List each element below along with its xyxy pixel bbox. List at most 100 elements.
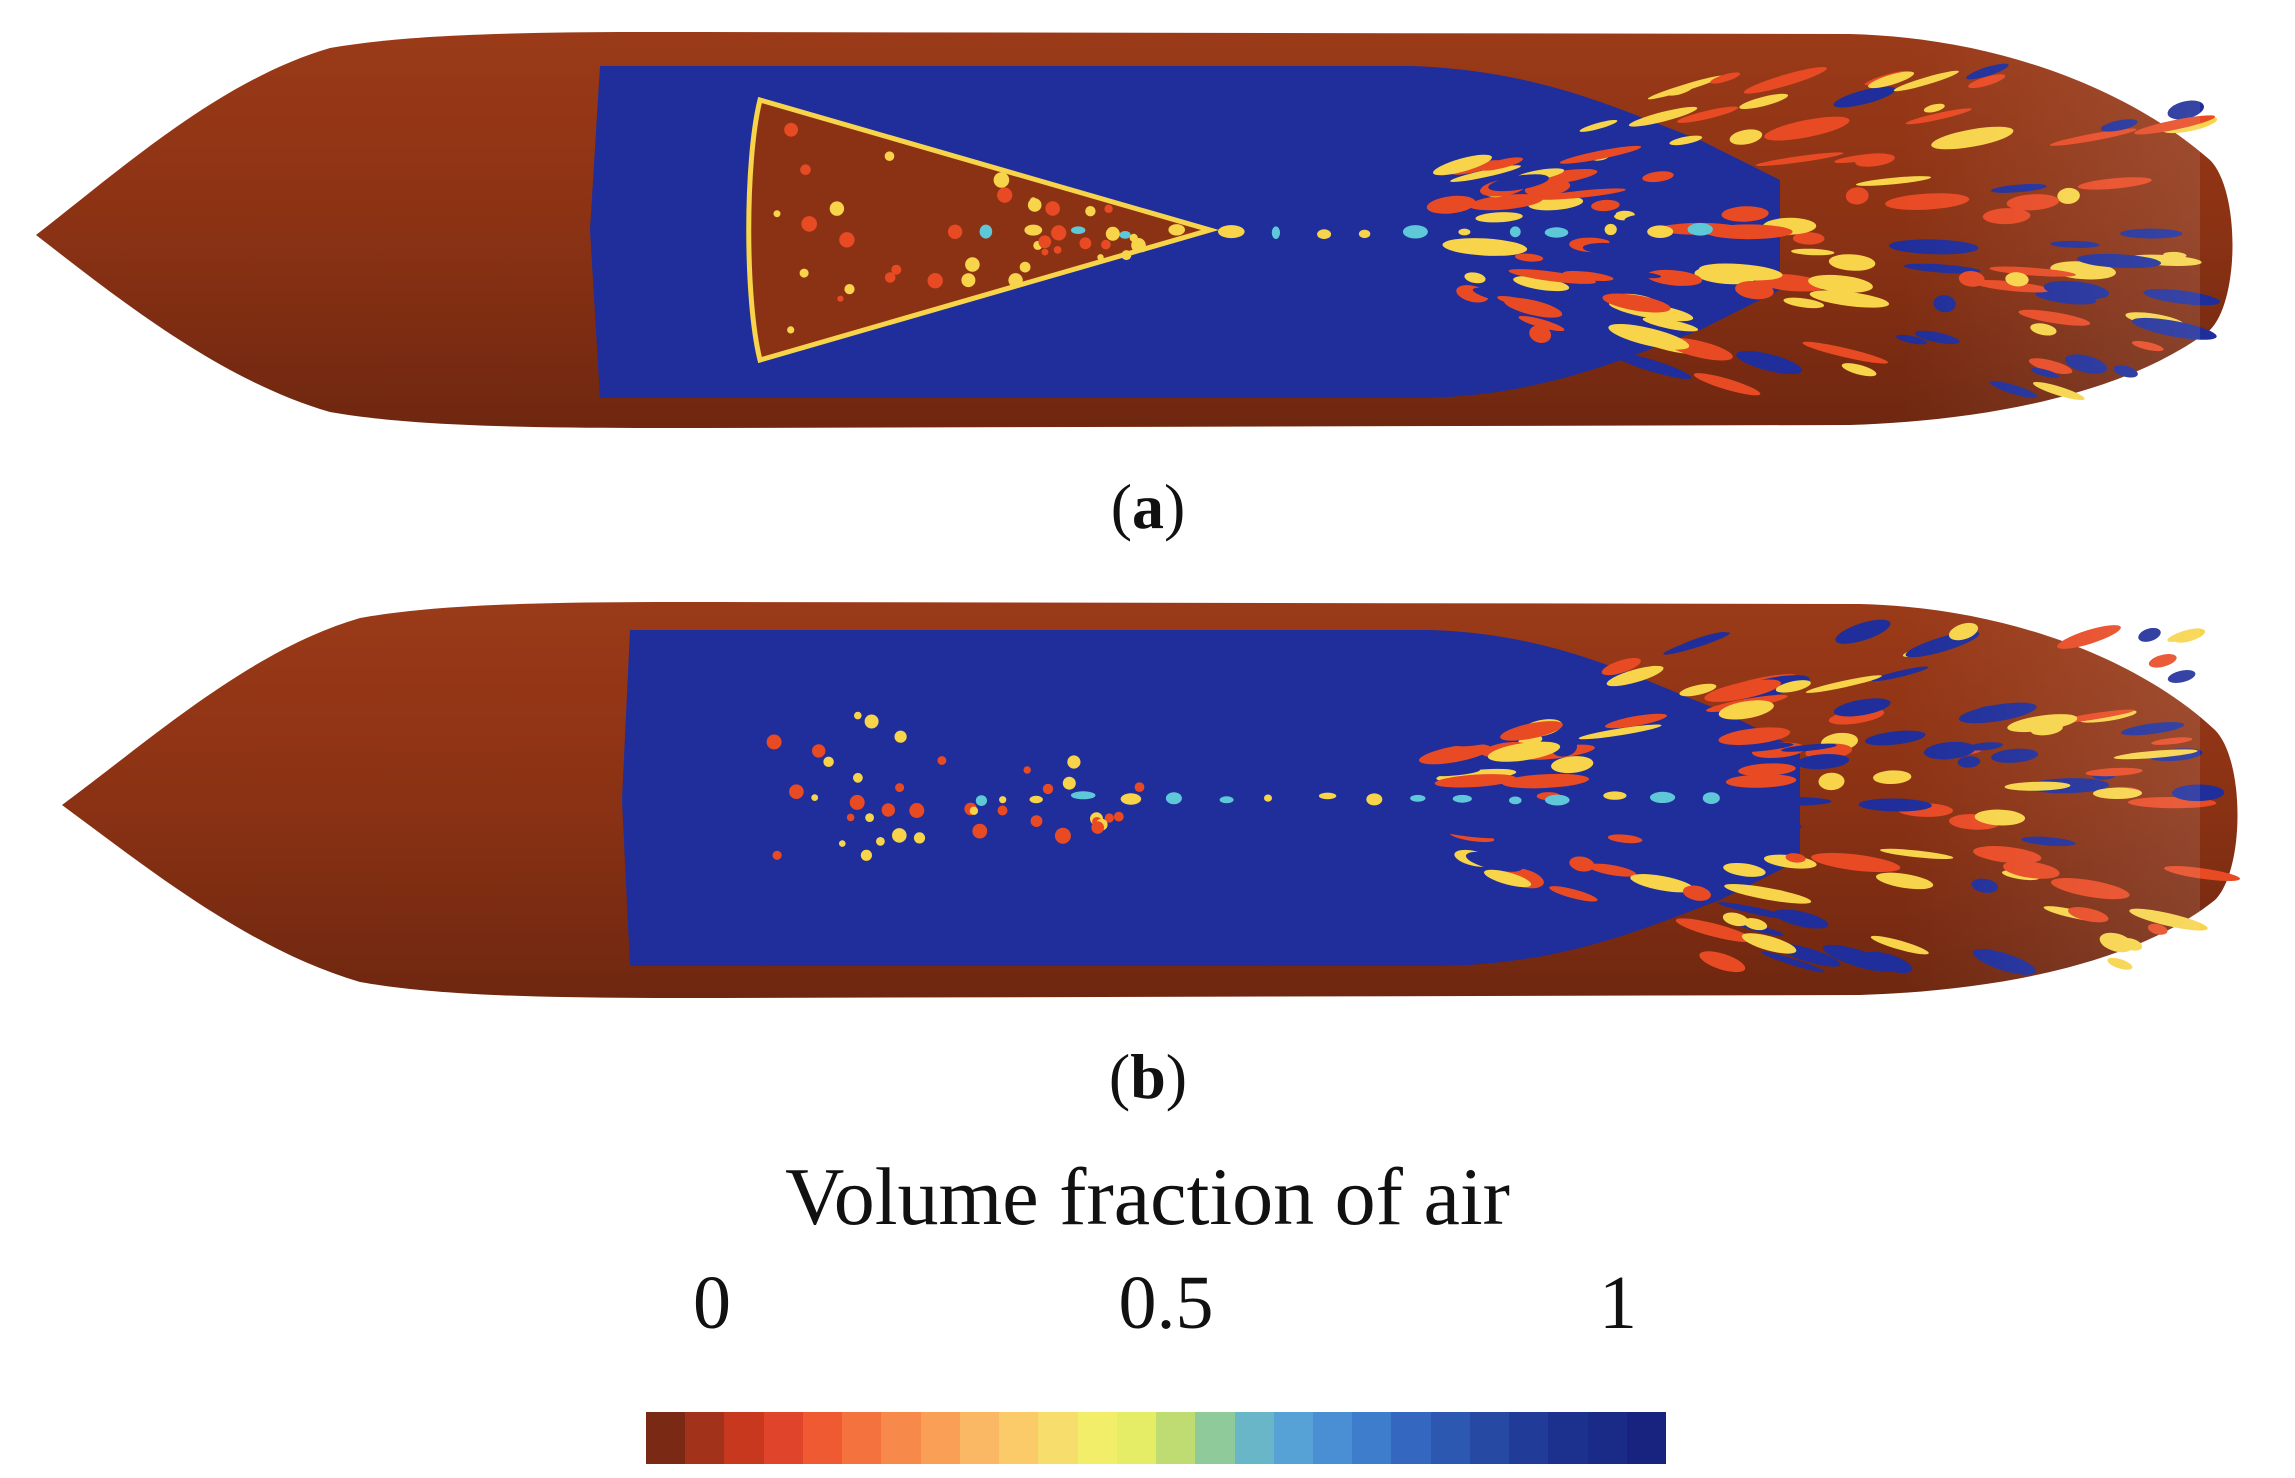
spray-streak — [1808, 274, 1873, 293]
cavity-spot — [894, 730, 907, 743]
cavity-spot — [999, 796, 1007, 804]
cavity-spot — [1097, 254, 1104, 261]
spray-streak — [1791, 248, 1835, 256]
cavity-spot — [965, 257, 980, 272]
cavity-spot — [784, 122, 798, 137]
spray-streak — [1624, 212, 1695, 226]
cavity-spot — [937, 756, 947, 765]
centerline-droplet — [1165, 792, 1182, 805]
spray-streak — [1475, 212, 1523, 223]
spray-streak — [1739, 93, 1789, 110]
spray-streak — [1761, 951, 1825, 973]
caption-b: (b) — [1108, 1041, 1188, 1112]
spray-streak — [1722, 912, 1749, 927]
centerline-droplet — [1452, 794, 1472, 803]
spray-streak — [1669, 135, 1703, 146]
colorbar-swatch — [920, 1412, 960, 1464]
spray-streak — [1537, 188, 1626, 200]
spray-streak — [1833, 698, 1891, 717]
spray-streak — [1464, 272, 1486, 284]
spray-streak — [1587, 863, 1637, 877]
colorbar-swatch — [1312, 1412, 1353, 1464]
spray-streak — [1508, 269, 1597, 284]
cavity-spot — [1121, 250, 1132, 261]
spray-streak — [1442, 238, 1528, 256]
centerline-droplet — [1544, 227, 1569, 238]
spray-streak — [1501, 773, 1590, 789]
colorbar-swatch — [842, 1412, 882, 1464]
spray-streak — [1483, 869, 1532, 888]
spray-streak — [1677, 631, 1727, 649]
spray-streak — [1841, 363, 1877, 377]
spray-streak — [1723, 862, 1766, 877]
cavity-spot — [1029, 197, 1037, 205]
spray-streak — [1479, 157, 1524, 171]
cavity-spot — [884, 151, 895, 161]
cavity-spot — [839, 232, 855, 248]
spray-streak — [1610, 784, 1690, 792]
centerline-droplet — [1024, 224, 1043, 236]
hull-panel-b — [62, 602, 2241, 998]
spray-streak — [1783, 297, 1825, 309]
spray-streak — [1606, 665, 1664, 687]
spray-streak — [1642, 317, 1699, 332]
spray-streak — [1775, 680, 1811, 693]
spray-streak — [1659, 284, 1708, 295]
spray-streak — [1667, 85, 1693, 96]
spray-streak — [1725, 774, 1797, 788]
spray-streak — [1845, 187, 1869, 205]
spray-streak — [1500, 823, 1549, 832]
spray-streak — [1559, 145, 1642, 164]
spray-streak — [1809, 290, 1890, 308]
cavity-spot — [997, 805, 1008, 816]
cavity-spot — [1041, 248, 1049, 256]
legend-title: Volume fraction of air — [785, 1151, 1510, 1242]
cavity-spot — [881, 803, 895, 817]
centerline-droplet — [1402, 225, 1428, 239]
cavity-spot — [1104, 204, 1113, 213]
centerline-droplet — [1650, 791, 1676, 804]
spray-streak — [1628, 106, 1698, 127]
caption-a: (a) — [1110, 471, 1186, 542]
centerline-droplet — [1366, 793, 1383, 806]
spray-streak — [1698, 263, 1783, 281]
spray-streak — [1802, 341, 1889, 364]
colorbar-swatch — [881, 1412, 921, 1464]
cavity-spot — [1091, 821, 1104, 834]
cavity-spot — [1062, 776, 1076, 790]
spray-streak — [1602, 293, 1671, 313]
cavity-spot — [1008, 273, 1023, 288]
spray-streak — [1551, 738, 1578, 757]
centerline-droplet — [1318, 792, 1337, 800]
spray-streak — [1607, 834, 1643, 844]
spray-streak — [1710, 72, 1741, 84]
cavity-spot — [1019, 261, 1031, 273]
spray-streak — [1675, 918, 1754, 943]
cavity-spot — [864, 714, 879, 729]
spray-streak — [1578, 724, 1662, 740]
spray-streak — [1736, 350, 1803, 375]
colorbar-swatch — [1352, 1412, 1392, 1464]
centerline-droplet — [1271, 226, 1280, 239]
colorbar-swatch — [1509, 1412, 1549, 1464]
cavity-spot — [1131, 238, 1146, 253]
stern-sheen — [1900, 40, 2200, 420]
spray-streak — [1630, 874, 1694, 893]
cavity-spot — [854, 711, 862, 720]
spray-streak — [1514, 253, 1544, 262]
centerline-droplet — [1071, 226, 1086, 234]
cavity-spot — [1104, 813, 1114, 823]
spray-streak — [1743, 66, 1827, 94]
cavity-spot — [1101, 239, 1111, 250]
cavity-spot — [891, 264, 902, 275]
colorbar-swatch — [1077, 1412, 1117, 1464]
colorbar-swatch — [763, 1412, 803, 1464]
spray-streak — [1438, 261, 1474, 276]
centerline-droplet — [1458, 228, 1471, 236]
spray-streak — [1705, 224, 1793, 240]
cavity-spot — [1038, 235, 1052, 249]
spray-streak — [1743, 918, 1768, 931]
cavity-spot — [846, 813, 855, 822]
centerline-droplet — [1358, 229, 1371, 239]
spray-streak — [1744, 819, 1802, 832]
